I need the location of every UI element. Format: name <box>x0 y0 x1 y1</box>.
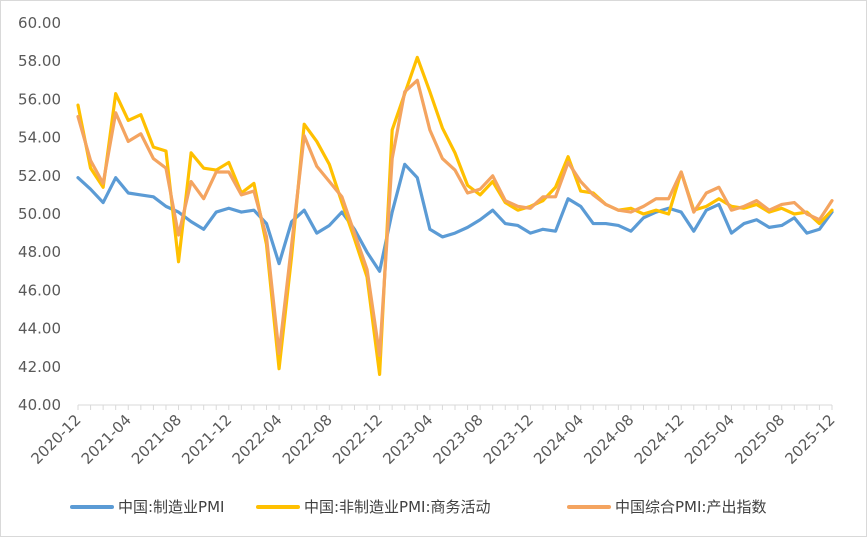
y-tick-label: 58.00 <box>18 52 61 70</box>
legend-label: 中国综合PMI:产出指数 <box>615 498 766 516</box>
x-tick-label: 2021-04 <box>78 411 135 468</box>
x-tick-label: 2025-04 <box>681 411 738 468</box>
x-tick-label: 2021-12 <box>178 411 235 468</box>
x-tick-label: 2023-12 <box>480 411 537 468</box>
x-tick-label: 2020-12 <box>27 411 84 468</box>
series-line-1 <box>76 55 834 377</box>
x-tick-label: 2025-12 <box>781 411 838 468</box>
series-line-2 <box>76 78 834 357</box>
y-tick-label: 46.00 <box>18 281 61 299</box>
legend-label: 中国:非制造业PMI:商务活动 <box>304 498 491 516</box>
y-tick-label: 44.00 <box>18 320 61 338</box>
x-tick-label: 2022-12 <box>329 411 386 468</box>
x-tick-label: 2023-08 <box>430 411 487 468</box>
x-tick-label: 2022-08 <box>279 411 336 468</box>
y-tick-label: 42.00 <box>18 358 61 376</box>
x-tick-label: 2023-04 <box>379 411 436 468</box>
y-tick-label: 40.00 <box>18 396 61 414</box>
series-line-0 <box>76 162 834 273</box>
y-tick-label: 48.00 <box>18 243 61 261</box>
y-tick-label: 52.00 <box>18 167 61 185</box>
x-tick-label: 2024-12 <box>631 411 688 468</box>
x-tick-label: 2022-04 <box>229 411 286 468</box>
x-tick-label: 2025-08 <box>731 411 788 468</box>
y-tick-label: 56.00 <box>18 90 61 108</box>
legend-label: 中国:制造业PMI <box>118 498 224 516</box>
legend: 中国:制造业PMI 中国:非制造业PMI:商务活动 中国综合PMI:产出指数 <box>70 498 766 516</box>
y-tick-label: 54.00 <box>18 129 61 147</box>
x-tick-label: 2024-08 <box>580 411 637 468</box>
series-lines <box>76 55 834 377</box>
x-tick-label: 2021-08 <box>128 411 185 468</box>
x-tick-label: 2024-04 <box>530 411 587 468</box>
y-tick-label: 60.00 <box>18 14 61 32</box>
x-axis: 2020-122021-042021-082021-122022-042022-… <box>27 404 839 468</box>
y-tick-label: 50.00 <box>18 205 61 223</box>
y-axis: 40.00 42.00 44.00 46.00 48.00 50.00 52.00 54.00… <box>18 14 61 414</box>
